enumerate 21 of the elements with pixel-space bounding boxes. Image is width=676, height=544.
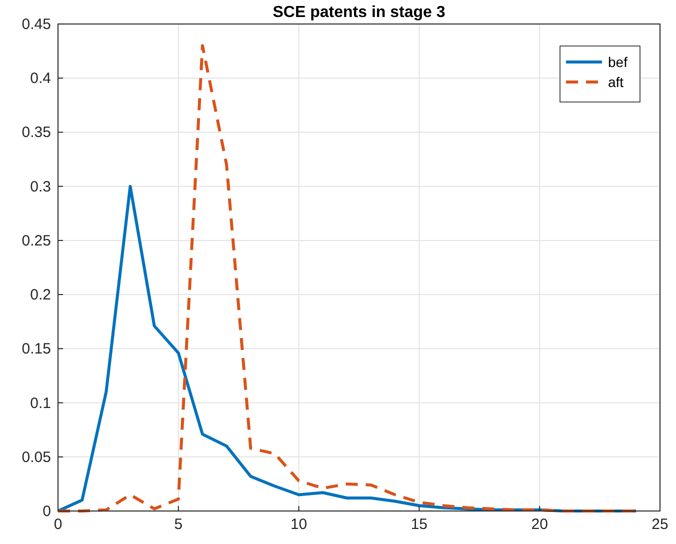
y-tick-label: 0.35: [22, 124, 51, 142]
y-tick-label: 0.2: [30, 286, 51, 304]
line-series: [56, 184, 638, 512]
legend-label: bef: [608, 54, 628, 70]
y-tick-label: 0.05: [22, 448, 51, 466]
y-tick-label: 0: [42, 503, 51, 520]
x-tick-label: 25: [652, 516, 668, 533]
x-tick-label: 5: [174, 516, 183, 533]
x-tick-label: 10: [290, 516, 308, 533]
x-tick-label: 15: [410, 516, 428, 533]
y-tick-label: 0.25: [22, 232, 51, 250]
y-tick-label: 0.4: [30, 70, 51, 88]
legend-label: aft: [608, 74, 624, 90]
y-tick-label: 0.15: [22, 340, 51, 358]
line-series: [56, 44, 638, 512]
y-tick-label: 0.45: [22, 16, 51, 33]
chart-title: SCE patents in stage 3: [272, 4, 446, 21]
y-tick-label: 0.1: [30, 394, 51, 412]
y-tick-label: 0.3: [30, 178, 51, 196]
x-tick-label: 0: [54, 516, 62, 533]
x-tick-label: 20: [531, 516, 548, 533]
